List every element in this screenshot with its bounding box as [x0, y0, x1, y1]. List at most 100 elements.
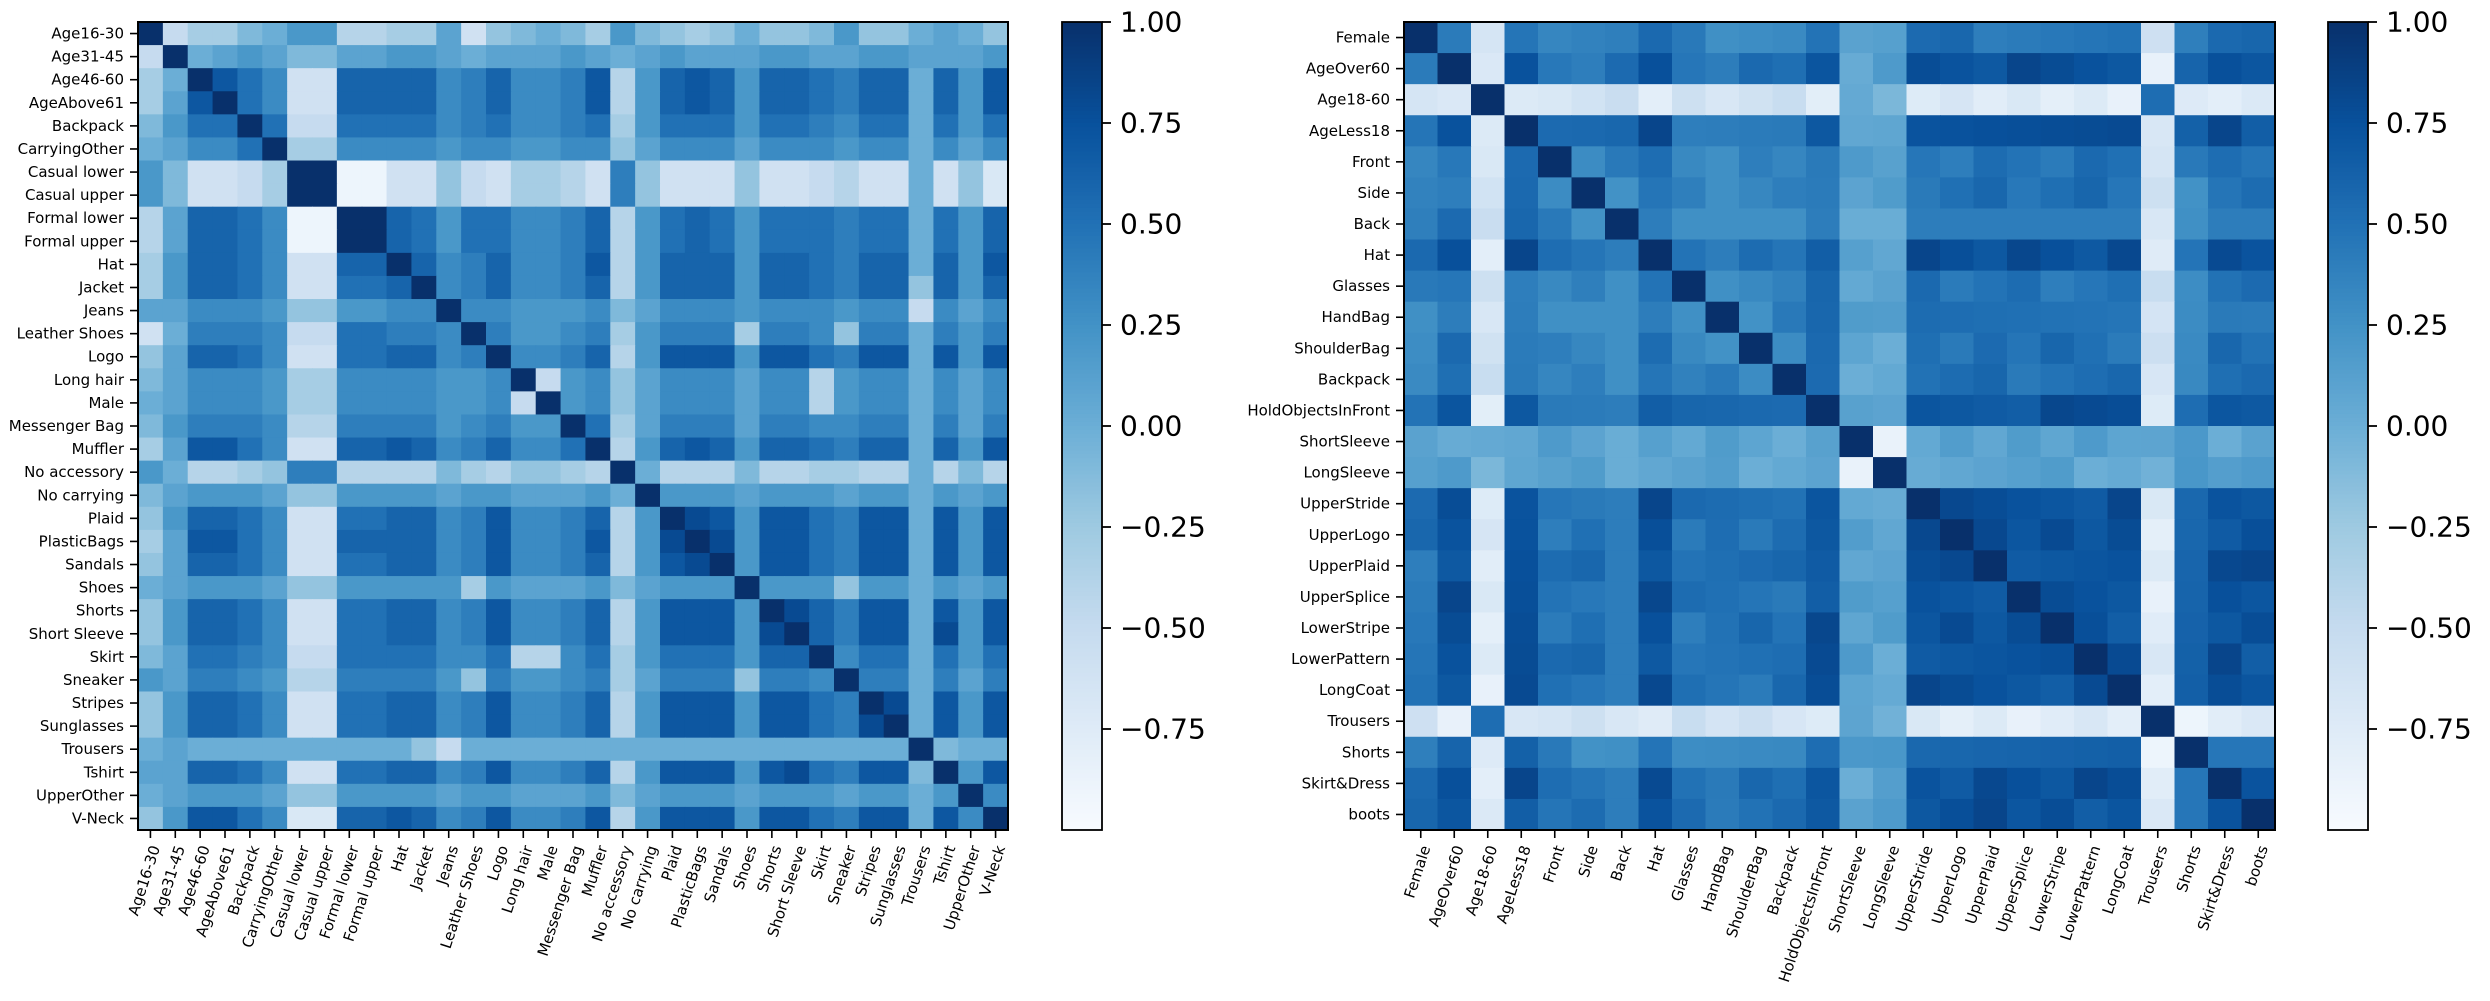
- left-cell: [411, 252, 437, 277]
- right-cell: [1705, 426, 1740, 458]
- right-cell: [1638, 208, 1673, 241]
- left-cell: [883, 322, 910, 346]
- colorbar-left-gradient-step: [1062, 716, 1102, 722]
- left-cell: [411, 45, 437, 69]
- left-cell: [759, 183, 785, 208]
- colorbar-right-gradient-step: [2328, 228, 2368, 233]
- colorbar-left-gradient-step: [1062, 761, 1102, 766]
- left-cell: [411, 760, 437, 785]
- left-cell: [684, 45, 711, 69]
- left-cell: [858, 137, 885, 162]
- left-cell: [262, 229, 288, 254]
- left-cell: [958, 599, 984, 623]
- left-cell: [312, 391, 338, 416]
- left-cell: [262, 45, 288, 69]
- left-cell: [809, 414, 835, 439]
- colorbar-right-gradient-step: [2328, 466, 2368, 472]
- left-cell: [312, 460, 338, 485]
- right-cell: [1404, 115, 1439, 147]
- colorbar-right-gradient-step: [2328, 272, 2368, 278]
- left-cell: [983, 137, 1009, 162]
- right-cell: [1839, 581, 1874, 614]
- colorbar-right-gradient-step: [2328, 256, 2368, 261]
- right-cell: [2007, 53, 2042, 85]
- colorbar-right-gradient-step: [2328, 22, 2368, 27]
- left-cell: [162, 322, 189, 346]
- left-cell: [834, 252, 860, 277]
- right-cell: [1705, 643, 1740, 676]
- left-cell: [660, 576, 686, 600]
- right-cell: [1404, 53, 1439, 85]
- left-cell: [958, 529, 984, 554]
- colorbar-right-gradient-step: [2328, 316, 2368, 322]
- left-cell: [585, 391, 611, 416]
- left-cell: [237, 391, 263, 416]
- left-cell: [436, 576, 462, 600]
- colorbar-left-gradient-step: [1062, 668, 1102, 674]
- left-cell: [834, 506, 860, 531]
- left-cell: [635, 275, 661, 300]
- colorbar-right-gradient-step: [2328, 325, 2368, 330]
- left-cell: [436, 668, 462, 693]
- colorbar-right-gradient-step: [2328, 615, 2368, 621]
- left-cell: [287, 91, 313, 115]
- colorbar-right-gradient-step: [2328, 607, 2368, 613]
- left-cell: [759, 275, 785, 300]
- right-cell: [1672, 177, 1707, 210]
- left-cell: [858, 114, 885, 139]
- right-cell: [1638, 363, 1673, 396]
- left-cell: [212, 645, 239, 669]
- left-cell: [212, 322, 239, 346]
- colorbar-left-gradient-step: [1062, 98, 1102, 104]
- right-cell: [2241, 736, 2276, 769]
- left-cell: [908, 760, 935, 785]
- colorbar-left-gradient-step: [1062, 430, 1102, 435]
- left-cell: [709, 714, 736, 739]
- colorbar-right-gradient-step: [2328, 312, 2368, 318]
- left-cell: [187, 252, 214, 277]
- right-cell: [1504, 22, 1539, 54]
- colorbar-right-gradient-step: [2328, 563, 2368, 568]
- left-cell: [908, 68, 935, 92]
- left-cell: [660, 622, 686, 646]
- colorbar-right-gradient-step: [2328, 102, 2368, 108]
- right-cell: [1538, 767, 1573, 800]
- left-cell: [858, 668, 885, 693]
- right-cell: [1672, 426, 1707, 458]
- colorbar-right-gradient-step: [2328, 66, 2368, 72]
- left-cell: [809, 160, 835, 185]
- left-cell: [809, 137, 835, 162]
- left-cell: [510, 322, 537, 346]
- left-cell: [660, 275, 686, 300]
- colorbar-left-gradient-step: [1062, 248, 1102, 253]
- left-cell: [759, 345, 785, 369]
- left-cell: [610, 275, 636, 300]
- left-cell: [684, 529, 711, 554]
- left-cell: [858, 714, 885, 739]
- left-cell: [610, 137, 636, 162]
- colorbar-left-gradient-step: [1062, 454, 1102, 459]
- colorbar-left-gradient-step: [1062, 535, 1102, 540]
- colorbar-left-gradient-step: [1062, 458, 1102, 463]
- right-cell: [2074, 519, 2109, 551]
- colorbar-right-gradient-step: [2328, 434, 2368, 439]
- right-cell: [1973, 426, 2008, 458]
- right-cell: [2208, 705, 2243, 738]
- left-cell: [461, 460, 487, 485]
- colorbar-left-gradient-step: [1062, 688, 1102, 694]
- left-cell: [560, 137, 587, 162]
- left-cell: [510, 506, 537, 531]
- right-row-label: UpperSplice: [1300, 588, 1390, 606]
- left-cell: [684, 599, 711, 623]
- left-cell: [858, 483, 885, 508]
- left-cell: [585, 345, 611, 369]
- left-cell: [535, 68, 562, 92]
- right-cell: [2007, 488, 2042, 520]
- left-cell: [983, 691, 1009, 716]
- colorbar-left-gradient-step: [1062, 567, 1102, 573]
- left-cell: [784, 760, 810, 785]
- right-cell: [1772, 270, 1807, 303]
- left-cell: [784, 506, 810, 531]
- left-cell: [635, 229, 661, 254]
- right-cell: [1605, 550, 1640, 582]
